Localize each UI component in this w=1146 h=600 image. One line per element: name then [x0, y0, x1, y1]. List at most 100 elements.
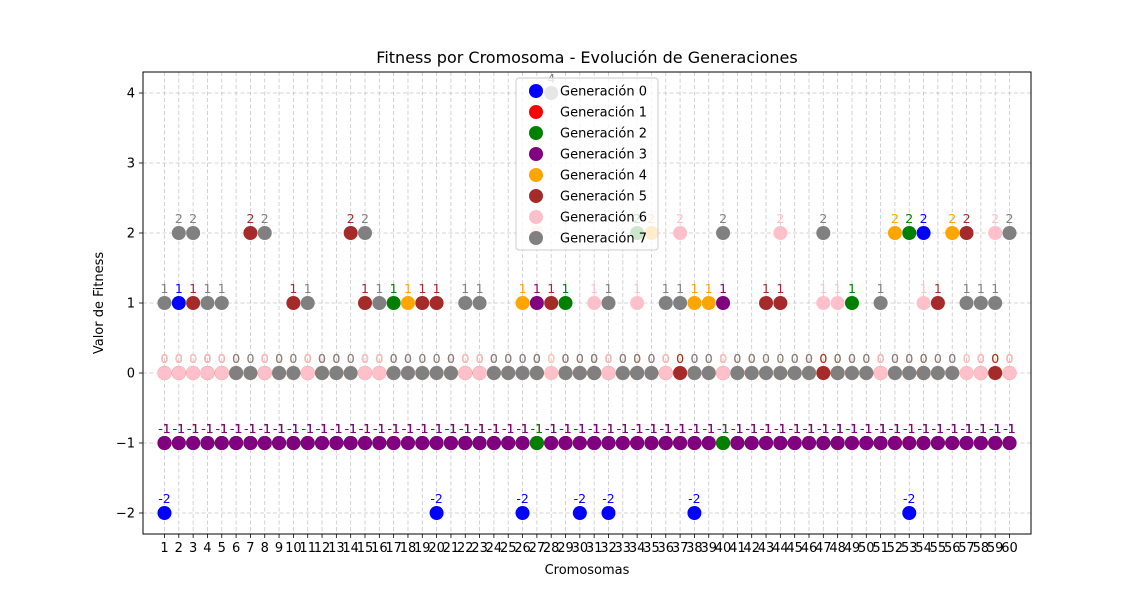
data-point — [959, 296, 974, 310]
y-axis-title: Valor de Fitness — [92, 252, 107, 355]
data-label: 0 — [519, 351, 527, 366]
x-tick-label: 23 — [471, 541, 488, 556]
data-label: 0 — [791, 351, 799, 366]
data-label: -1 — [273, 421, 285, 436]
data-point — [730, 436, 745, 450]
data-point — [558, 296, 573, 310]
data-label: -1 — [459, 421, 471, 436]
data-point — [988, 436, 1003, 450]
data-label: 0 — [676, 351, 684, 366]
data-point — [587, 366, 602, 380]
x-tick-label: 2 — [175, 541, 183, 556]
data-point — [257, 226, 272, 240]
data-label: 0 — [748, 351, 756, 366]
data-label: 0 — [519, 351, 527, 366]
data-label: 0 — [748, 351, 756, 366]
x-tick-label: 53 — [901, 541, 918, 556]
data-point — [673, 296, 688, 310]
data-label: 0 — [318, 351, 326, 366]
data-label: 0 — [175, 351, 183, 366]
data-label: 0 — [834, 351, 842, 366]
x-tick-label: 6 — [232, 541, 240, 556]
data-label: 0 — [590, 351, 598, 366]
data-label: -1 — [344, 421, 356, 436]
data-point — [773, 366, 788, 380]
data-label: 0 — [375, 351, 383, 366]
data-label: 2 — [1006, 211, 1014, 226]
data-point — [171, 226, 186, 240]
data-point — [286, 436, 301, 450]
data-label: 0 — [791, 351, 799, 366]
data-label: 0 — [977, 351, 985, 366]
data-label: -1 — [216, 421, 228, 436]
data-label: -1 — [917, 421, 929, 436]
data-label: -1 — [502, 421, 514, 436]
data-label: -1 — [459, 421, 471, 436]
data-label: 0 — [791, 351, 799, 366]
data-label: 0 — [246, 351, 254, 366]
data-label: -1 — [674, 421, 686, 436]
data-label: -2 — [903, 491, 915, 506]
data-label: -1 — [473, 421, 485, 436]
data-label: 0 — [619, 351, 627, 366]
x-tick-label: 47 — [815, 541, 832, 556]
x-tick-label: 14 — [342, 541, 359, 556]
data-label: -1 — [831, 421, 843, 436]
data-label: -1 — [430, 421, 442, 436]
data-point — [572, 506, 587, 520]
data-label: 0 — [891, 351, 899, 366]
data-point — [630, 296, 645, 310]
data-label: 1 — [963, 281, 971, 296]
data-label: -1 — [216, 421, 228, 436]
data-label: -1 — [788, 421, 800, 436]
series-generacion-7: 1221100200100021000001100004000100011002… — [157, 71, 1017, 380]
data-point — [945, 366, 960, 380]
legend-label: Generación 1 — [560, 106, 647, 121]
data-point — [472, 296, 487, 310]
data-label: 0 — [848, 351, 856, 366]
data-label: 0 — [218, 351, 226, 366]
legend-label: Generación 2 — [560, 127, 647, 142]
data-point — [343, 436, 358, 450]
data-label: 0 — [533, 351, 541, 366]
data-label: 0 — [877, 351, 885, 366]
data-label: -1 — [445, 421, 457, 436]
data-point — [716, 366, 731, 380]
data-label: 1 — [776, 281, 784, 296]
data-label: 0 — [404, 351, 412, 366]
data-label: 0 — [375, 351, 383, 366]
data-point — [343, 366, 358, 380]
data-label: 0 — [690, 351, 698, 366]
data-point — [386, 296, 401, 310]
data-label: 0 — [304, 351, 312, 366]
data-label: -1 — [416, 421, 428, 436]
data-point — [644, 436, 659, 450]
data-label: 0 — [877, 351, 885, 366]
data-label: 0 — [590, 351, 598, 366]
data-label: -1 — [545, 421, 557, 436]
data-label: 0 — [920, 351, 928, 366]
data-label: 0 — [189, 351, 197, 366]
data-label: -1 — [473, 421, 485, 436]
data-label: -1 — [559, 421, 571, 436]
data-point — [515, 506, 530, 520]
x-tick-label: 55 — [930, 541, 947, 556]
data-label: 0 — [318, 351, 326, 366]
data-point — [816, 296, 831, 310]
data-point — [945, 436, 960, 450]
legend-label: Generación 3 — [560, 148, 647, 163]
x-tick-label: 45 — [786, 541, 803, 556]
y-tick-label: −2 — [116, 507, 135, 522]
data-label: -1 — [445, 421, 457, 436]
data-label: 0 — [963, 351, 971, 366]
data-label: -1 — [946, 421, 958, 436]
data-label: 2 — [920, 211, 928, 226]
legend: Generación 0 Generación 1 Generación 2 Gene… — [515, 77, 659, 251]
data-label: -2 — [574, 491, 586, 506]
data-point — [830, 296, 845, 310]
data-label: -1 — [631, 421, 643, 436]
x-tick-label: 22 — [457, 541, 474, 556]
data-point — [343, 226, 358, 240]
data-point — [186, 296, 201, 310]
data-point — [701, 366, 716, 380]
